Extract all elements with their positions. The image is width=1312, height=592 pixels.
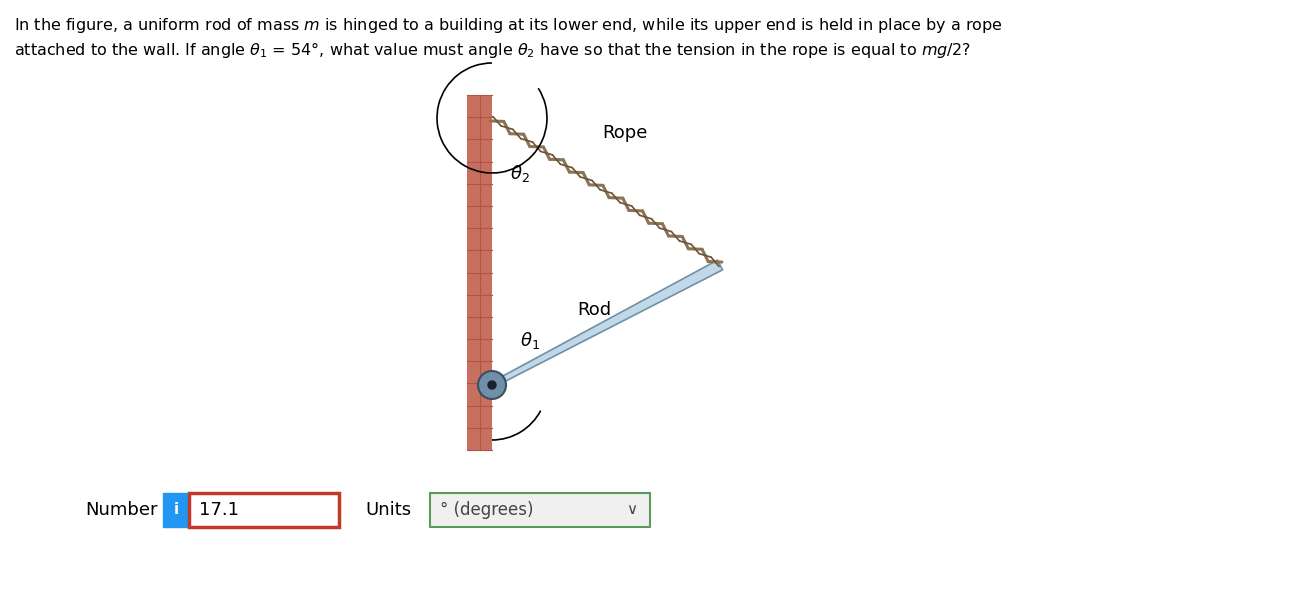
Text: $\theta_2$: $\theta_2$: [510, 162, 530, 184]
Circle shape: [488, 381, 496, 389]
Text: i: i: [173, 503, 178, 517]
Text: ° (degrees): ° (degrees): [440, 501, 534, 519]
Text: attached to the wall. If angle $\theta_1$ = 54°, what value must angle $\theta_2: attached to the wall. If angle $\theta_1…: [14, 40, 971, 60]
Polygon shape: [491, 260, 723, 387]
Text: Rope: Rope: [602, 124, 647, 142]
Text: Rod: Rod: [577, 301, 611, 319]
Text: ∨: ∨: [626, 503, 638, 517]
Text: Units: Units: [365, 501, 411, 519]
Circle shape: [478, 371, 506, 399]
Bar: [467, 95, 492, 450]
Text: 17.1: 17.1: [199, 501, 239, 519]
Text: $\theta_1$: $\theta_1$: [520, 330, 539, 350]
Text: Number: Number: [85, 501, 157, 519]
Bar: [163, 493, 189, 527]
Text: In the figure, a uniform rod of mass $m$ is hinged to a building at its lower en: In the figure, a uniform rod of mass $m$…: [14, 16, 1002, 35]
Bar: [189, 493, 338, 527]
Bar: [430, 493, 649, 527]
